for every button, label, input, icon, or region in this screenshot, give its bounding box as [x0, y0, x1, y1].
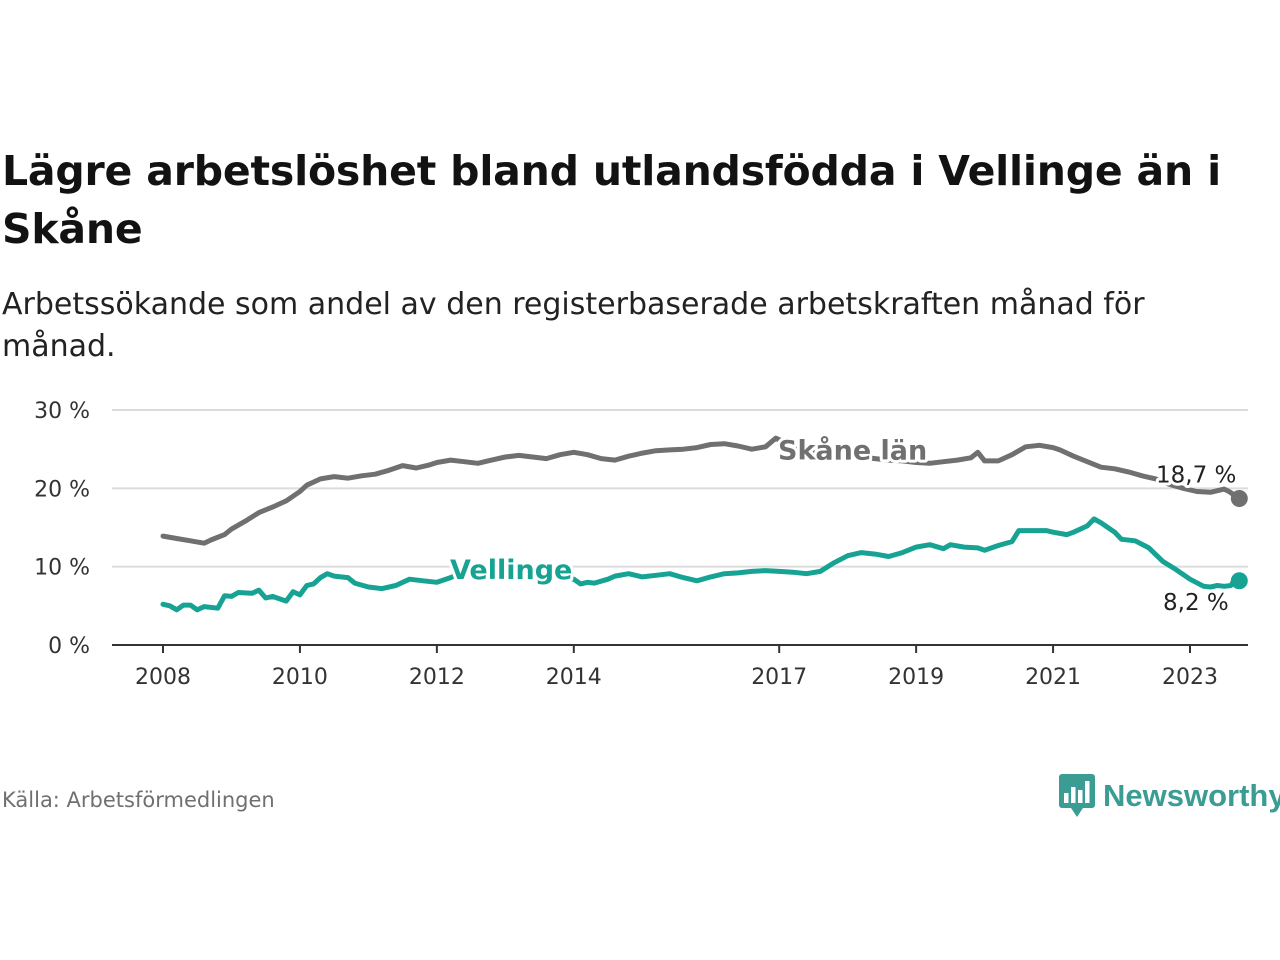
y-tick-label: 20 %: [34, 477, 90, 502]
y-tick-label: 0 %: [48, 634, 90, 659]
x-tick-label: 2023: [1162, 665, 1218, 690]
x-tick-label: 2010: [272, 665, 328, 690]
chart-title: Lägre arbetslöshet bland utlandsfödda i …: [2, 147, 1221, 253]
newsworthy-logo[interactable]: Newsworthy: [1059, 774, 1280, 818]
logo-text: Newsworthy: [1103, 778, 1280, 813]
x-tick-label: 2008: [135, 665, 191, 690]
series-label-skane: Skåne län: [778, 435, 927, 467]
x-tick-label: 2019: [888, 665, 944, 690]
series-label-vellinge: Vellinge: [450, 555, 572, 586]
x-tick-label: 2021: [1025, 665, 1081, 690]
source-note: Källa: Arbetsförmedlingen: [2, 788, 275, 812]
x-tick-label: 2012: [409, 665, 465, 690]
end-label-vellinge: 8,2 %: [1163, 590, 1229, 616]
x-tick-label: 2017: [751, 665, 807, 690]
line-chart: 0 % 10 % 20 % 30 % 2008 2010 2012 2014 2017 2019 2…: [34, 399, 1248, 690]
series-line-vellinge: [160, 516, 1242, 613]
y-tick-label: 30 %: [34, 399, 90, 424]
end-point-vellinge: [1230, 572, 1248, 590]
end-label-skane: 18,7 %: [1156, 463, 1236, 489]
newsworthy-bar-chart-icon: [1059, 774, 1095, 817]
end-point-skane: [1230, 490, 1248, 508]
series-line-skane: [160, 435, 1242, 546]
chart-subtitle: Arbetssökande som andel av den registerb…: [2, 287, 1145, 364]
y-tick-label: 10 %: [34, 556, 90, 581]
x-tick-label: 2014: [546, 665, 602, 690]
